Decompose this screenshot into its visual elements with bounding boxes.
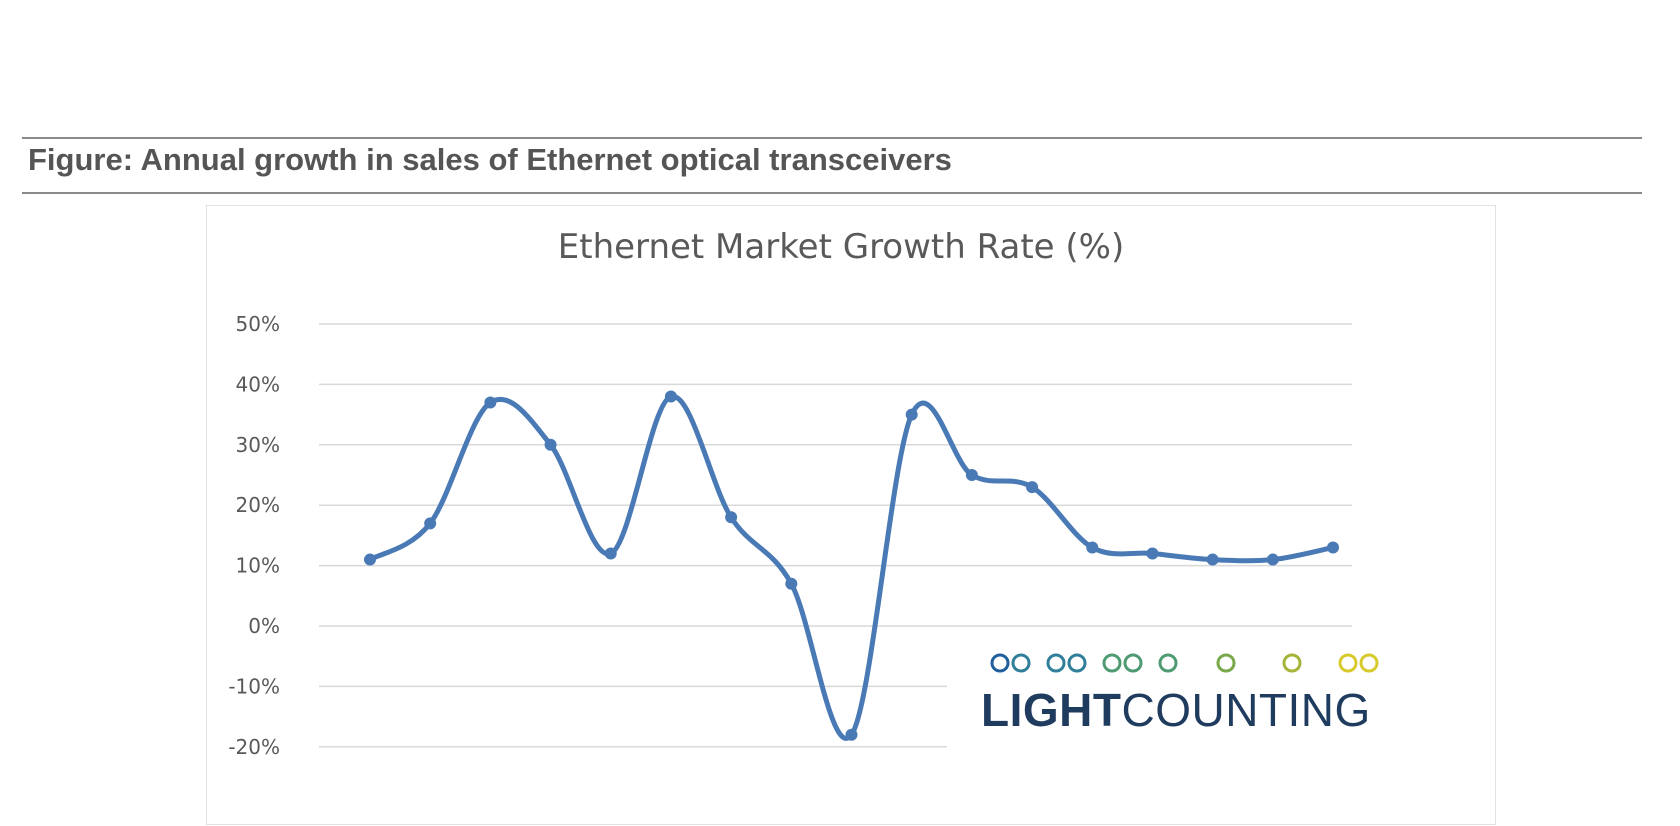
y-tick-label: -20% [228,735,280,759]
series-layer [364,390,1339,741]
logo-chain-bead [1102,653,1122,673]
logo-chain-bead [1046,653,1066,673]
data-point [1206,553,1219,566]
data-point [905,408,918,421]
chart-title: Ethernet Market Growth Rate (%) [558,227,1124,267]
series-line [367,393,1336,741]
data-point [725,511,738,524]
y-tick-label: -10% [228,674,280,698]
figure-caption: Figure: Annual growth in sales of Ethern… [28,142,952,177]
logo-text-counting: COUNTING [1121,684,1370,736]
logo-wordmark: LIGHTCOUNTING [981,684,1371,736]
logo-chain-bead [1216,653,1236,673]
logo-chain-bead [1123,653,1143,673]
y-tick-label: 20% [236,493,280,517]
logo-chain-bead [1011,653,1031,673]
logo-chain-bead [1282,653,1302,673]
caption-top-rule [22,137,1642,139]
data-point [664,390,677,403]
logo-chain-bead [990,653,1010,673]
y-tick-label: 50% [236,312,280,336]
data-point [1327,541,1339,554]
chart-area: Ethernet Market Growth Rate (%) -20% -10%… [206,205,1496,825]
logo-chain-bead [1158,653,1178,673]
gridlines [319,323,1352,748]
line-chart: Ethernet Market Growth Rate (%) -20% -10%… [228,227,1387,759]
y-axis-tick-labels: -20% -10% 0% 10% 20% 30% 40% 50% [228,312,280,759]
logo-backdrop [947,632,1387,756]
y-tick-label: 40% [236,372,280,396]
data-point [424,517,437,530]
data-point [604,547,617,560]
y-tick-label: 30% [236,433,280,457]
data-point [1266,553,1279,566]
data-point [965,469,978,481]
y-tick-label: 0% [248,614,280,638]
data-point [845,728,858,741]
y-tick-label: 10% [236,554,280,578]
logo-chain-bead [1067,653,1087,673]
data-point [364,553,376,566]
data-point [1086,541,1099,554]
lightcounting-logo: LIGHTCOUNTING [947,632,1387,756]
data-point [1026,481,1039,494]
data-point [544,438,557,451]
data-point [785,577,798,590]
caption-bottom-rule [22,192,1642,194]
logo-chain-graphic [977,653,1379,673]
data-point [1146,547,1159,560]
logo-chain-bead [1359,653,1379,673]
logo-chain-bead [1338,653,1358,673]
logo-text-light: LIGHT [981,684,1121,736]
data-point [484,396,497,409]
